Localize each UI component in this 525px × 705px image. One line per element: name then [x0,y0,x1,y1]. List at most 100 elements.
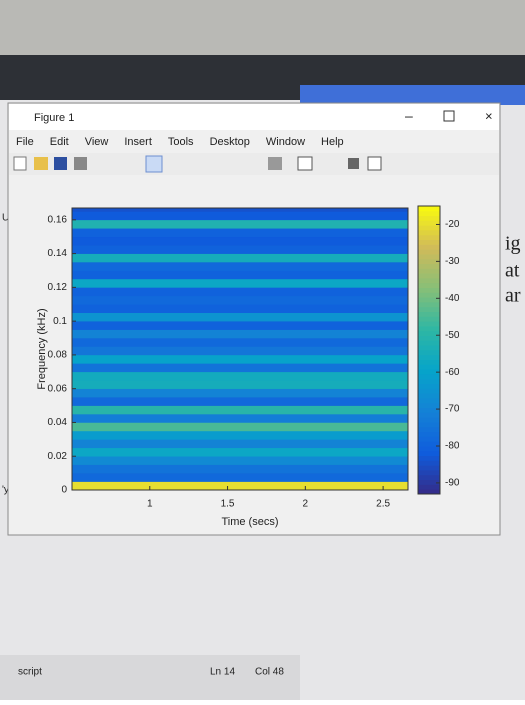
spectro-band [72,363,408,373]
spectro-band [72,439,408,449]
spectro-band [72,481,408,491]
bg-fragment: ig [505,233,521,255]
menu-item[interactable]: File [16,136,34,148]
colorbar-step [418,383,440,389]
colorbar-step [418,489,440,495]
spectro-band [72,329,408,339]
colorbar-step [418,230,440,236]
colorbar-step [418,354,440,360]
colorbar-step [418,359,440,365]
y-tick-label: 0.16 [48,214,68,225]
colorbar-step [418,244,440,250]
colorbar-step [418,292,440,298]
colorbar-step [418,407,440,413]
colorbar-step [418,239,440,245]
tool-icon[interactable] [54,157,67,170]
colorbar-step [418,249,440,255]
spectro-band [72,253,408,263]
menu-item[interactable]: Insert [124,136,152,148]
tool-icon[interactable] [145,155,163,173]
spectro-band [72,473,408,482]
colorbar-step [418,484,440,490]
colorbar-step [418,345,440,351]
y-tick-label: 0.06 [48,383,68,394]
spectro-band [72,262,408,271]
colorbar-step [418,474,440,480]
spectro-band [72,304,408,313]
status-bar [0,655,300,700]
colorbar-step [418,426,440,432]
spectro-band [72,371,408,381]
colorbar-box [417,205,441,495]
spectro-band [72,397,408,406]
colorbar-step [418,302,440,308]
colorbar-step [418,258,440,264]
spectro-band [72,464,408,474]
spectro-band [72,405,408,415]
spectro-band [72,346,408,356]
menu-item[interactable]: Help [321,136,344,148]
colorbar-step [418,220,440,226]
menu-item[interactable]: Desktop [210,136,250,148]
colorbar-step [418,254,440,260]
menu-item[interactable]: View [85,136,109,148]
spectro-band [72,354,408,364]
x-tick-label: 1 [147,499,153,510]
tool-icon[interactable] [297,156,313,171]
colorbar-step [418,470,440,476]
bg-fragment: ar [505,285,521,307]
colorbar-step [418,412,440,418]
y-tick-label: 0.04 [48,417,68,428]
colorbar: -90 -80 -70 -60 -50 -40 -30 -20 [417,205,460,495]
menu-item[interactable]: Window [266,136,305,148]
colorbar-step [418,364,440,370]
y-tick-label: 0.02 [48,451,68,462]
colorbar-step [418,215,440,221]
colorbar-step [418,431,440,437]
tool-icon[interactable] [348,158,359,169]
tool-icon[interactable] [367,156,382,171]
colorbar-step [418,422,440,428]
colorbar-step [418,263,440,269]
maximize[interactable] [443,110,455,122]
colorbar-step [418,273,440,279]
minimize[interactable]: – [405,108,413,124]
colorbar-step [418,378,440,384]
close[interactable]: × [485,108,493,123]
tool-icon[interactable] [74,157,87,170]
colorbar-step [418,436,440,442]
spectro-band [72,321,408,330]
colorbar-step [418,393,440,399]
window-titlebar [9,104,499,130]
editor-label: script [18,667,42,678]
spectro-band [72,228,408,238]
bg-window-bar [300,85,525,105]
menu-bar: File Edit View Insert Tools Desktop Window Help [16,136,344,148]
x-tick-label: 2.5 [376,499,390,510]
tool-icon[interactable] [34,157,48,170]
y-tick-label: 0 [61,485,67,496]
colorbar-step [418,306,440,312]
spectro-band [72,211,408,221]
colorbar-tick-label: -50 [445,330,460,341]
colorbar-step [418,268,440,274]
x-tick-label: 1.5 [221,499,235,510]
colorbar-tick-label: -80 [445,441,460,452]
y-tick-label: 0.1 [53,316,67,327]
colorbar-step [418,479,440,485]
colorbar-step [418,321,440,327]
tool-icon[interactable] [268,157,282,170]
menu-item[interactable]: Edit [50,136,69,148]
chart: 1 1.5 2 2.5 0 0.02 0.04 0.06 0.08 0.1 0.12 0.14 0.16… [36,205,460,528]
colorbar-tick-label: -30 [445,256,460,267]
x-tick-label: 2 [303,499,309,510]
editor-col: Col 48 [255,667,284,678]
tool-icon[interactable] [13,156,27,171]
spectro-band [72,245,408,254]
colorbar-step [418,330,440,336]
menu-item[interactable]: Tools [168,136,194,148]
colorbar-step [418,460,440,466]
window-title: Figure 1 [34,112,74,124]
toolbar-icons [13,155,382,173]
colorbar-tick-label: -20 [445,219,460,230]
